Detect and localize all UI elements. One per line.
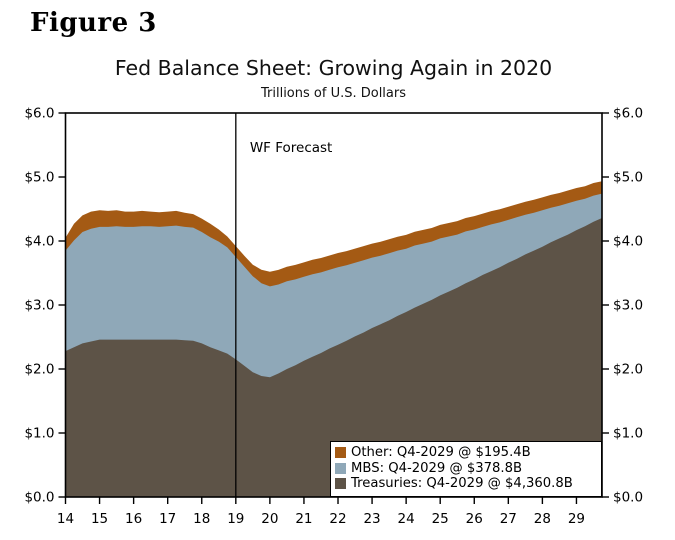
legend-label-other: Other: Q4-2029 @ $195.4B <box>351 445 531 460</box>
legend-item-other: Other: Q4-2029 @ $195.4B <box>335 445 597 461</box>
chart-title: Fed Balance Sheet: Growing Again in 2020 <box>114 56 553 80</box>
y-axis-label-left: $5.0 <box>24 170 54 186</box>
y-axis-label-right: $3.0 <box>613 298 643 314</box>
y-axis-label-right: $6.0 <box>613 106 643 122</box>
x-axis-label: 27 <box>500 511 517 527</box>
y-axis-label-right: $1.0 <box>613 426 643 442</box>
x-axis-label: 20 <box>261 511 278 527</box>
x-axis-label: 25 <box>432 511 449 527</box>
y-axis-label-left: $1.0 <box>24 426 54 442</box>
x-axis-label: 17 <box>159 511 176 527</box>
legend-item-mbs: MBS: Q4-2029 @ $378.8B <box>335 461 597 477</box>
y-axis-label-left: $3.0 <box>24 298 54 314</box>
y-axis-label-right: $5.0 <box>613 170 643 186</box>
figure-label: Figure 3 <box>30 8 157 38</box>
x-axis-label: 26 <box>466 511 483 527</box>
forecast-annotation: WF Forecast <box>250 140 333 156</box>
chart-subtitle: Trillions of U.S. Dollars <box>260 86 407 101</box>
x-axis-label: 19 <box>227 511 244 527</box>
x-axis-label: 22 <box>329 511 346 527</box>
x-axis-label: 29 <box>568 511 585 527</box>
y-axis-label-left: $0.0 <box>24 490 54 506</box>
legend-label-treasuries: Treasuries: Q4-2029 @ $4,360.8B <box>351 476 573 491</box>
mbs-series-swatch <box>335 462 346 474</box>
x-axis-label: 16 <box>125 511 142 527</box>
x-axis-label: 28 <box>534 511 551 527</box>
y-axis-label-left: $4.0 <box>24 234 54 250</box>
y-axis-label-right: $2.0 <box>613 362 643 378</box>
x-axis-label: 15 <box>91 511 108 527</box>
chart-legend: Other: Q4-2029 @ $195.4B MBS: Q4-2029 @ … <box>330 441 602 497</box>
treasuries-series-swatch <box>335 478 346 490</box>
y-axis-label-right: $4.0 <box>613 234 643 250</box>
other-series-swatch <box>335 447 346 459</box>
x-axis-label: 24 <box>398 511 415 527</box>
x-axis-label: 23 <box>363 511 380 527</box>
x-axis-label: 18 <box>193 511 210 527</box>
y-axis-label-left: $2.0 <box>24 362 54 378</box>
area-treasuries <box>65 218 602 497</box>
legend-item-treasuries: Treasuries: Q4-2029 @ $4,360.8B <box>335 476 597 492</box>
legend-label-mbs: MBS: Q4-2029 @ $378.8B <box>351 460 523 476</box>
y-axis-label-left: $6.0 <box>24 106 54 122</box>
x-axis-label: 21 <box>295 511 312 527</box>
x-axis-label: 14 <box>57 511 74 527</box>
y-axis-label-right: $0.0 <box>613 490 643 506</box>
